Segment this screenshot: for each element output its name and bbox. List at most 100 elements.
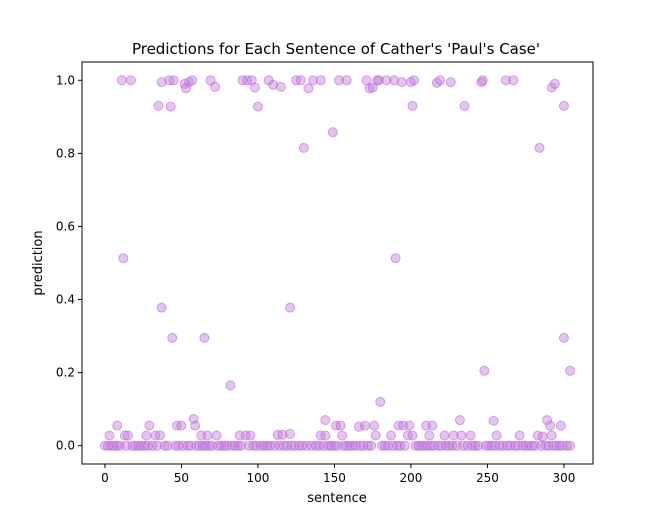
data-point-216 [494,440,505,451]
data-point-75 [335,420,346,431]
data-point-42 [435,75,445,86]
data-point-185 [363,440,374,451]
data-point-78 [369,420,380,431]
data-point-97 [245,430,256,441]
data-point-165 [286,440,297,451]
data-point-132 [152,440,162,451]
x-tick-label-6: 300 [552,471,575,485]
data-point-199 [425,440,436,451]
data-point-235 [565,440,576,451]
data-point-17 [252,101,263,112]
data-point-5 [165,101,176,112]
points-layer [99,75,576,451]
data-point-66 [454,415,465,426]
data-point-87 [119,430,130,441]
data-point-70 [144,420,155,431]
data-point-117 [546,430,557,441]
data-point-107 [407,430,418,441]
data-point-37 [396,77,407,88]
data-point-99 [277,429,288,440]
x-tick-label-5: 250 [476,471,499,485]
data-point-81 [404,420,415,431]
data-point-109 [439,430,450,441]
data-point-152 [233,440,244,451]
x-tick-label-3: 150 [323,471,346,485]
data-point-52 [558,100,569,111]
data-point-77 [360,420,370,431]
data-point-218 [502,440,513,451]
data-point-63 [375,396,386,407]
data-point-58 [199,332,210,343]
data-point-32 [367,82,378,93]
data-point-0 [116,75,127,86]
data-point-105 [386,430,396,441]
data-point-20 [275,81,286,92]
data-point-232 [554,440,565,451]
x-tick-label-2: 100 [246,471,269,485]
data-point-56 [285,302,296,313]
data-point-19 [268,79,279,90]
data-point-85 [555,420,566,431]
data-point-191 [392,440,403,451]
data-point-100 [285,429,296,439]
data-point-27 [327,127,338,138]
data-point-73 [190,420,201,431]
data-point-2 [153,100,164,111]
data-point-60 [225,380,236,391]
data-point-26 [315,75,326,86]
data-point-29 [341,75,352,86]
data-point-10 [187,75,198,86]
data-point-193 [399,440,410,451]
x-tick-label-4: 200 [399,471,422,485]
data-point-171 [311,440,322,451]
y-tick-label-1: 0.2 [56,366,75,380]
data-point-159 [262,440,273,451]
data-point-46 [477,75,488,86]
data-point-135 [170,440,181,451]
data-point-167 [294,440,305,451]
data-point-201 [433,440,444,451]
chart-title: Predictions for Each Sentence of Cather'… [132,40,540,58]
data-point-110 [448,430,459,441]
data-point-6 [168,75,179,86]
data-point-55 [156,302,167,313]
plot-area-frame [81,61,594,465]
data-point-28 [334,75,344,86]
data-point-86 [104,430,115,441]
data-point-183 [355,440,366,451]
data-point-88 [122,430,133,441]
data-point-89 [141,430,152,441]
data-point-134 [162,440,173,451]
data-point-84 [545,420,556,431]
data-point-210 [470,440,481,451]
data-point-211 [473,440,484,451]
data-point-65 [320,415,331,426]
data-point-61 [479,365,490,376]
data-point-59 [558,332,569,343]
data-point-69 [112,420,123,431]
data-point-91 [155,430,165,441]
data-point-23 [298,142,309,153]
data-point-22 [295,75,306,86]
y-tick-label-5: 1.0 [56,73,75,87]
x-tick-label-0: 0 [101,471,109,485]
data-point-40 [409,75,419,86]
data-point-76 [353,421,364,432]
data-point-204 [444,440,455,451]
data-point-188 [379,440,390,451]
data-point-114 [514,430,525,441]
data-point-214 [487,440,497,451]
data-point-116 [537,431,548,442]
data-point-186 [366,440,377,451]
x-tick-label-1: 50 [174,471,189,485]
data-point-163 [279,440,289,451]
data-point-234 [562,440,572,451]
data-point-51 [549,78,560,89]
x-axis-ticks: 0 50 100 150 200 250 300 [101,464,575,485]
data-point-102 [320,430,331,441]
data-point-15 [246,75,257,86]
data-point-62 [565,365,576,376]
data-point-47 [500,75,511,86]
data-point-49 [534,142,545,153]
